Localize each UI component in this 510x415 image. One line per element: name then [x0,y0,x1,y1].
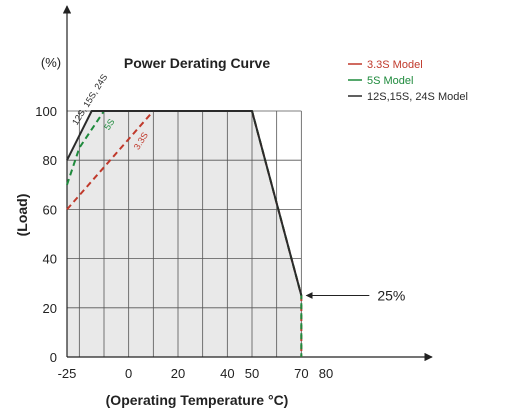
y-axis-unit: (%) [41,55,61,70]
x-tick-label: 50 [245,366,259,381]
y-tick-label: 0 [50,350,57,365]
x-tick-label: 70 [294,366,308,381]
y-tick-label: 60 [43,202,57,217]
x-tick-label: 20 [171,366,185,381]
operating-area [67,111,302,357]
x-axis-label: (Operating Temperature °C) [106,392,289,408]
series-line-2 [66,110,303,357]
chart-title: Power Derating Curve [124,55,270,71]
y-tick-label: 100 [35,104,57,119]
x-tick-label: -25 [58,366,77,381]
x-tick-label: 80 [319,366,333,381]
series-line-3 [66,110,303,296]
y-tick-label: 80 [43,153,57,168]
y-tick-label: 40 [43,252,57,267]
annotation-label: 25% [377,288,405,304]
y-axis-label: (Load) [14,194,30,237]
x-tick-label: 40 [220,366,234,381]
legend: 3.3S Model 5S Model 12S,15S, 24S Model [348,59,468,103]
x-tick-label: 0 [125,366,132,381]
legend-entry: 3.3S Model [367,59,423,71]
series-inline-label: 5S [102,117,116,132]
y-tick-label: 20 [43,301,57,316]
legend-entry: 12S,15S, 24S Model [367,91,468,103]
legend-entry: 5S Model [367,75,413,87]
